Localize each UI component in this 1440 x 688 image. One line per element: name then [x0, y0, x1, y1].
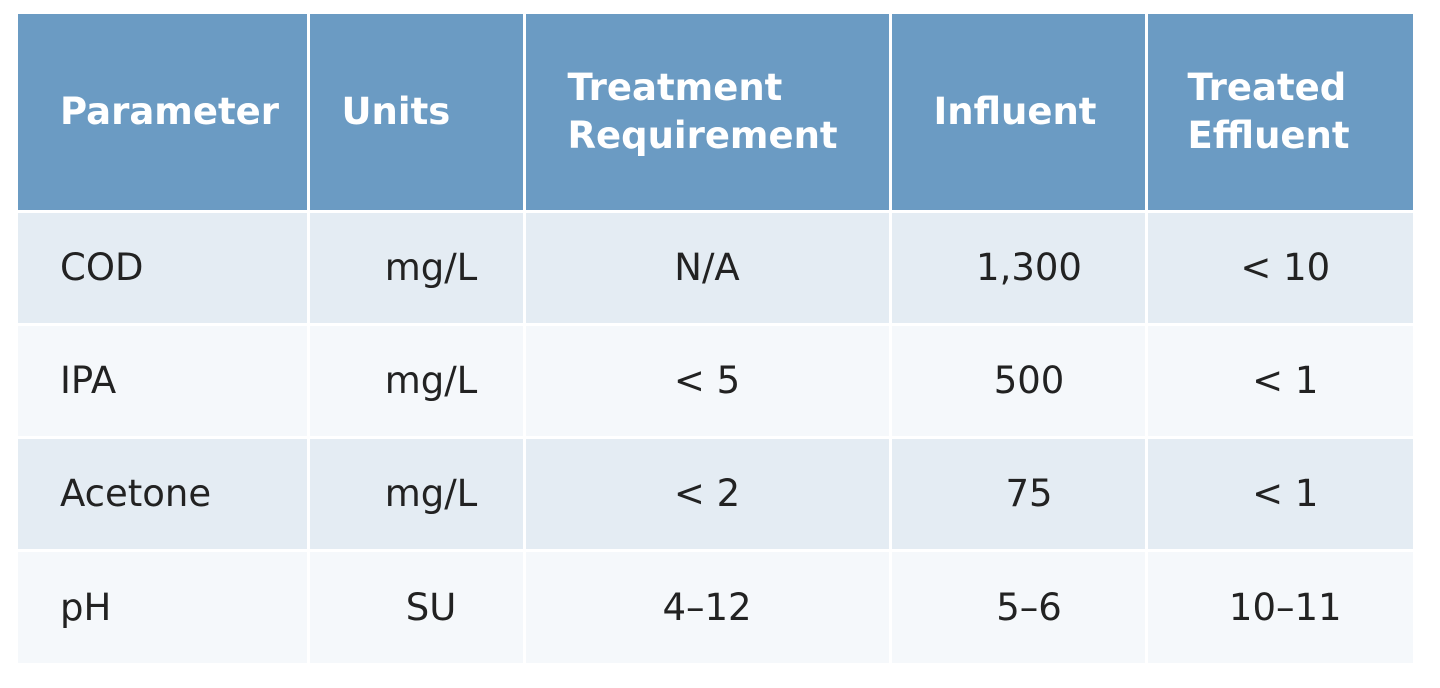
cell-influent: 5–6: [890, 548, 1148, 663]
cell-units: mg/L: [308, 435, 526, 550]
header-units: Units: [308, 14, 526, 211]
cell-parameter: COD: [18, 209, 310, 324]
cell-treatment-requirement: < 2: [524, 435, 892, 550]
header-treatment-line1: Treatment: [567, 65, 783, 109]
header-influent: Influent: [890, 14, 1148, 211]
table-header: Parameter Units Treatment Requirement In…: [18, 14, 1413, 211]
header-effluent-line1: Treated: [1187, 65, 1347, 109]
cell-units: SU: [308, 548, 526, 663]
cell-treatment-requirement: N/A: [524, 209, 892, 324]
cell-parameter: Acetone: [18, 435, 310, 550]
header-row: Parameter Units Treatment Requirement In…: [18, 14, 1413, 211]
header-treated-effluent: Treated Effluent: [1146, 14, 1413, 211]
header-influent-line1: Influent: [933, 89, 1097, 133]
table-body: COD mg/L N/A 1,300 < 10 IPA mg/L < 5 500…: [18, 209, 1413, 663]
cell-treated-effluent: < 1: [1146, 435, 1413, 550]
water-quality-table: Parameter Units Treatment Requirement In…: [18, 14, 1413, 663]
table-row: IPA mg/L < 5 500 < 1: [18, 322, 1413, 437]
cell-units: mg/L: [308, 322, 526, 437]
data-table-container: Parameter Units Treatment Requirement In…: [18, 14, 1413, 663]
header-treatment-requirement: Treatment Requirement: [524, 14, 892, 211]
header-units-line1: Units: [341, 89, 451, 133]
cell-parameter: pH: [18, 548, 310, 663]
header-effluent-line2: Effluent: [1187, 113, 1350, 157]
cell-influent: 1,300: [890, 209, 1148, 324]
cell-parameter: IPA: [18, 322, 310, 437]
cell-influent: 500: [890, 322, 1148, 437]
table-row: COD mg/L N/A 1,300 < 10: [18, 209, 1413, 324]
cell-influent: 75: [890, 435, 1148, 550]
cell-treated-effluent: < 10: [1146, 209, 1413, 324]
table-row: pH SU 4–12 5–6 10–11: [18, 548, 1413, 663]
cell-units: mg/L: [308, 209, 526, 324]
header-parameter-line1: Parameter: [60, 89, 279, 133]
cell-treatment-requirement: < 5: [524, 322, 892, 437]
cell-treatment-requirement: 4–12: [524, 548, 892, 663]
table-row: Acetone mg/L < 2 75 < 1: [18, 435, 1413, 550]
cell-treated-effluent: 10–11: [1146, 548, 1413, 663]
cell-treated-effluent: < 1: [1146, 322, 1413, 437]
header-treatment-line2: Requirement: [567, 113, 838, 157]
header-parameter: Parameter: [18, 14, 310, 211]
